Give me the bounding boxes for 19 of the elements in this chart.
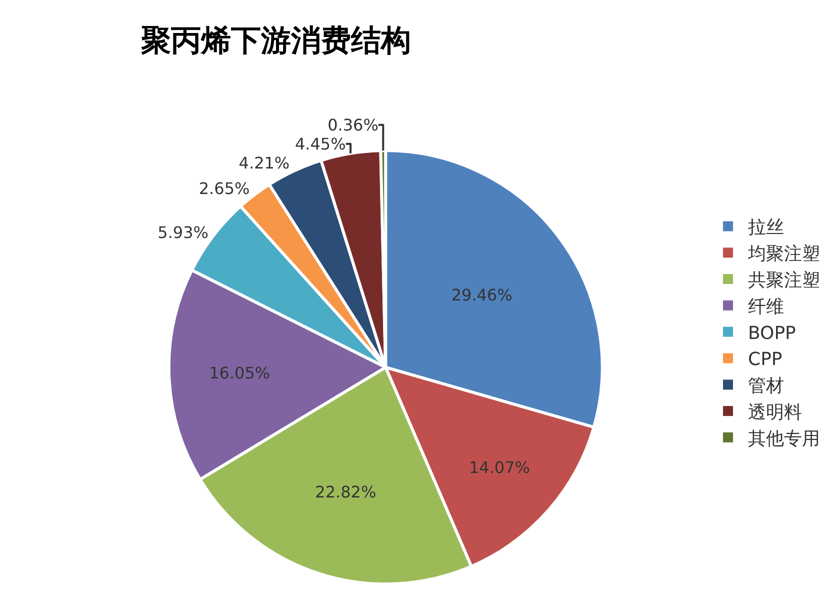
legend-label: 纤维	[748, 296, 784, 318]
data-label: 22.82%	[315, 482, 376, 502]
legend-label: 管材	[748, 376, 784, 397]
legend-label: 其他专用	[748, 428, 820, 450]
data-label: 29.46%	[451, 285, 512, 304]
data-label: 16.05%	[209, 364, 270, 383]
chart-title: 聚丙烯下游消费结构	[140, 24, 411, 59]
data-label: 0.36%	[328, 115, 378, 134]
data-label: 5.93%	[158, 222, 208, 242]
legend-label: BOPP	[748, 322, 796, 344]
legend-label: CPP	[748, 349, 782, 370]
data-label: 4.21%	[238, 153, 290, 172]
legend-label: 均聚注塑	[747, 244, 820, 265]
legend-label: 透明料	[748, 402, 802, 424]
legend-label: 共聚注塑	[748, 270, 820, 292]
data-label: 14.07%	[468, 458, 530, 478]
data-label: 2.65%	[198, 179, 250, 198]
legend-label: 拉丝	[748, 217, 784, 238]
data-label: 4.45%	[294, 134, 346, 154]
